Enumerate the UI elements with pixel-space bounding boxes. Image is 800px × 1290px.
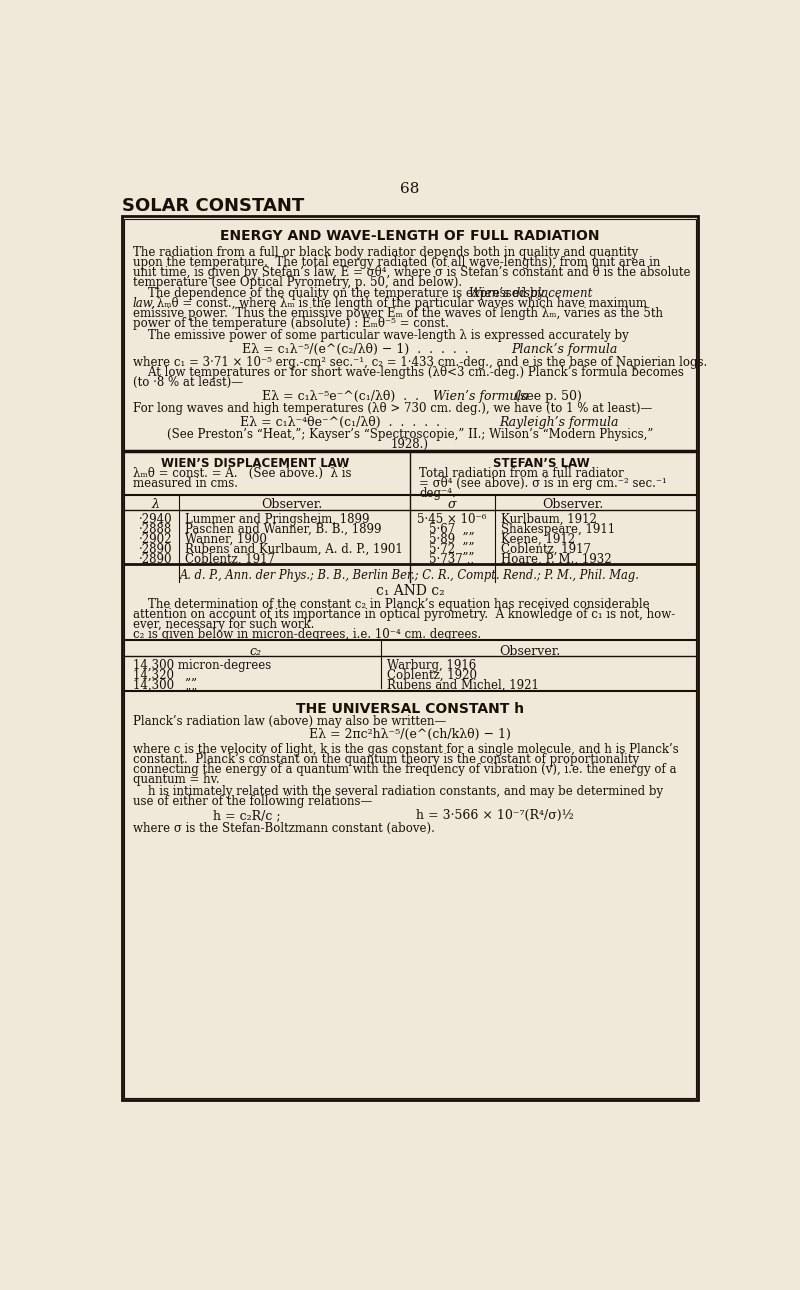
Text: measured in cms.: measured in cms. [133, 477, 238, 490]
Text: c₁ AND c₂: c₁ AND c₂ [376, 584, 444, 599]
Text: h = 3·566 × 10⁻⁷(R⁴/σ)½: h = 3·566 × 10⁻⁷(R⁴/σ)½ [416, 809, 574, 822]
Text: constant.  Planck’s constant on the quantum theory is the constant of proportion: constant. Planck’s constant on the quant… [133, 753, 638, 766]
Text: law,: law, [133, 297, 156, 311]
Text: THE UNIVERSAL CONSTANT h: THE UNIVERSAL CONSTANT h [296, 702, 524, 716]
Text: temperature (see Optical Pyrometry, p. 50, and below).: temperature (see Optical Pyrometry, p. 5… [133, 276, 462, 289]
Text: emissive power.  Thus the emissive power Eₘ of the waves of length λₘ, varies as: emissive power. Thus the emissive power … [133, 307, 662, 320]
Text: power of the temperature (absolute) : Eₘθ⁻⁵ = const.: power of the temperature (absolute) : Eₘ… [133, 317, 449, 330]
Text: For long waves and high temperatures (λθ > 730 cm. deg.), we have (to 1 % at lea: For long waves and high temperatures (λθ… [133, 402, 652, 415]
Text: The determination of the constant c₂ in Planck’s equation has received considera: The determination of the constant c₂ in … [133, 597, 649, 610]
Text: Rubens and Kurlbaum, A. d. P., 1901: Rubens and Kurlbaum, A. d. P., 1901 [186, 543, 403, 556]
Text: Observer.: Observer. [542, 498, 603, 511]
Text: λ: λ [152, 498, 160, 511]
Text: 5·737 ,,: 5·737 ,, [430, 553, 474, 566]
Text: ·2890: ·2890 [139, 553, 173, 566]
Text: 5·67  „„: 5·67 „„ [429, 522, 474, 535]
Text: Observer.: Observer. [262, 498, 323, 511]
Text: STEFAN’S LAW: STEFAN’S LAW [494, 457, 590, 470]
Text: 14,300 micron-degrees: 14,300 micron-degrees [133, 659, 270, 672]
Text: Rubens and Michel, 1921: Rubens and Michel, 1921 [386, 679, 538, 693]
Text: Eλ = 2πc²hλ⁻⁵/(e^(ch/kλθ) − 1): Eλ = 2πc²hλ⁻⁵/(e^(ch/kλθ) − 1) [309, 729, 511, 742]
Text: WIEN’S DISPLACEMENT LAW: WIEN’S DISPLACEMENT LAW [161, 457, 349, 470]
Text: where c₁ = 3·71 × 10⁻⁵ erg.-cm² sec.⁻¹, c₂ = 1·433 cm.-deg., and e is the base o: where c₁ = 3·71 × 10⁻⁵ erg.-cm² sec.⁻¹, … [133, 356, 707, 369]
Text: (to ·8 % at least)—: (to ·8 % at least)— [133, 375, 242, 388]
Text: quantum = hv.: quantum = hv. [133, 773, 219, 786]
Text: Eλ = c₁λ⁻⁵e⁻^(c₁/λθ)  .  .: Eλ = c₁λ⁻⁵e⁻^(c₁/λθ) . . [262, 390, 418, 402]
Text: c₂: c₂ [249, 645, 261, 658]
Text: ·2940: ·2940 [139, 513, 173, 526]
Text: Observer.: Observer. [499, 645, 561, 658]
Text: 5·45 × 10⁻⁶: 5·45 × 10⁻⁶ [417, 513, 486, 526]
Text: h is intimately related with the several radiation constants, and may be determi: h is intimately related with the several… [133, 784, 662, 797]
Text: ·2890: ·2890 [139, 543, 173, 556]
Text: A. d. P., Ann. der Phys.; B. B., Berlin Ber.; C. R., Compt. Rend.; P. M., Phil. : A. d. P., Ann. der Phys.; B. B., Berlin … [180, 569, 640, 582]
Text: 14,300   „„: 14,300 „„ [133, 679, 197, 693]
Text: The dependence of the quality on the temperature is expressed by: The dependence of the quality on the tem… [133, 288, 547, 301]
Text: Rayleigh’s formula: Rayleigh’s formula [499, 415, 618, 428]
Text: Total radiation from a full radiator: Total radiation from a full radiator [419, 467, 624, 480]
Text: SOLAR CONSTANT: SOLAR CONSTANT [122, 197, 304, 215]
Text: connecting the energy of a quantum with the frequency of vibration (v), i.e. the: connecting the energy of a quantum with … [133, 764, 676, 777]
Text: ·2888: ·2888 [139, 522, 173, 535]
Bar [124, 219, 696, 1098]
Text: Planck’s radiation law (above) may also be written—: Planck’s radiation law (above) may also … [133, 716, 446, 729]
Text: Paschen and Wanner, B. B., 1899: Paschen and Wanner, B. B., 1899 [186, 522, 382, 535]
Text: Eλ = c₁λ⁻⁴θe⁻^(c₁/λθ)  .  .  .  .  .: Eλ = c₁λ⁻⁴θe⁻^(c₁/λθ) . . . . . [240, 415, 440, 428]
Text: 5·89  „„: 5·89 „„ [429, 533, 474, 546]
Text: The emissive power of some particular wave-length λ is expressed accurately by: The emissive power of some particular wa… [133, 329, 628, 342]
Text: λₘθ = const. = A.   (See above.)  λ is: λₘθ = const. = A. (See above.) λ is [133, 467, 351, 480]
Text: The radiation from a full or black body radiator depends both in quality and qua: The radiation from a full or black body … [133, 245, 638, 259]
Text: h = c₂R/c ;: h = c₂R/c ; [214, 809, 281, 822]
Text: c₂ is given below in micron-degrees, i.e. 10⁻⁴ cm. degrees.: c₂ is given below in micron-degrees, i.e… [133, 627, 481, 641]
Text: ever, necessary for such work.: ever, necessary for such work. [133, 618, 314, 631]
Text: Shakespeare, 1911: Shakespeare, 1911 [502, 522, 615, 535]
Text: Keene, 1912: Keene, 1912 [502, 533, 575, 546]
Text: Kurlbaum, 1912: Kurlbaum, 1912 [502, 513, 598, 526]
Text: use of either of the following relations—: use of either of the following relations… [133, 795, 372, 808]
Text: 68: 68 [400, 182, 420, 196]
Text: Hoare, P. M., 1932: Hoare, P. M., 1932 [502, 553, 612, 566]
Text: = σθ⁴ (see above). σ is in erg cm.⁻² sec.⁻¹: = σθ⁴ (see above). σ is in erg cm.⁻² sec… [419, 477, 667, 490]
Text: 14,320   „„: 14,320 „„ [133, 670, 197, 682]
Text: Wien’s formula: Wien’s formula [434, 390, 529, 402]
Text: 5·72  „„: 5·72 „„ [429, 543, 474, 556]
Text: Planck’s formula: Planck’s formula [510, 343, 617, 356]
Text: where σ is the Stefan-Boltzmann constant (above).: where σ is the Stefan-Boltzmann constant… [133, 823, 434, 836]
Text: Warburg, 1916: Warburg, 1916 [386, 659, 476, 672]
Text: Eλ = c₁λ⁻⁵/(e^(c₂/λθ) − 1)  .  .  .  .  .: Eλ = c₁λ⁻⁵/(e^(c₂/λθ) − 1) . . . . . [242, 343, 469, 356]
Text: unit time, is given by Stefan’s law, E = σθ⁴, where σ is Stefan’s constant and θ: unit time, is given by Stefan’s law, E =… [133, 266, 690, 279]
Text: Wanner, 1900: Wanner, 1900 [186, 533, 267, 546]
Text: upon the temperature.  The total energy radiated (of all wave-lengths), from uni: upon the temperature. The total energy r… [133, 255, 660, 268]
Text: Wien’s displacement: Wien’s displacement [469, 288, 592, 301]
Text: Coblentz, 1920: Coblentz, 1920 [386, 670, 477, 682]
Text: deg⁻⁴.: deg⁻⁴. [419, 488, 456, 501]
Text: ·2902: ·2902 [139, 533, 173, 546]
Text: Lummer and Pringsheim, 1899: Lummer and Pringsheim, 1899 [186, 513, 370, 526]
Text: At low temperatures or for short wave-lengths (λθ<3 cm.-deg.) Planck’s formula b: At low temperatures or for short wave-le… [133, 366, 683, 379]
Text: (See Preston’s “Heat,”; Kayser’s “Spectroscopie,” II.; Wilson’s “Modern Physics,: (See Preston’s “Heat,”; Kayser’s “Spectr… [167, 428, 653, 441]
Text: λₘθ = const., where λₘ is the length of the particular waves which have maximum: λₘθ = const., where λₘ is the length of … [153, 297, 646, 311]
Text: 1928.): 1928.) [391, 439, 429, 451]
Text: σ: σ [448, 498, 456, 511]
Bar [122, 217, 698, 1100]
Text: ENERGY AND WAVE-LENGTH OF FULL RADIATION: ENERGY AND WAVE-LENGTH OF FULL RADIATION [220, 228, 600, 243]
Text: Coblentz, 1917: Coblentz, 1917 [186, 553, 275, 566]
Text: where c is the velocity of light, k is the gas constant for a single molecule, a: where c is the velocity of light, k is t… [133, 743, 678, 756]
Text: attention on account of its importance in optical pyrometry.  A knowledge of c₁ : attention on account of its importance i… [133, 608, 674, 620]
Text: (see p. 50): (see p. 50) [514, 390, 582, 402]
Text: Coblentz, 1917: Coblentz, 1917 [502, 543, 591, 556]
